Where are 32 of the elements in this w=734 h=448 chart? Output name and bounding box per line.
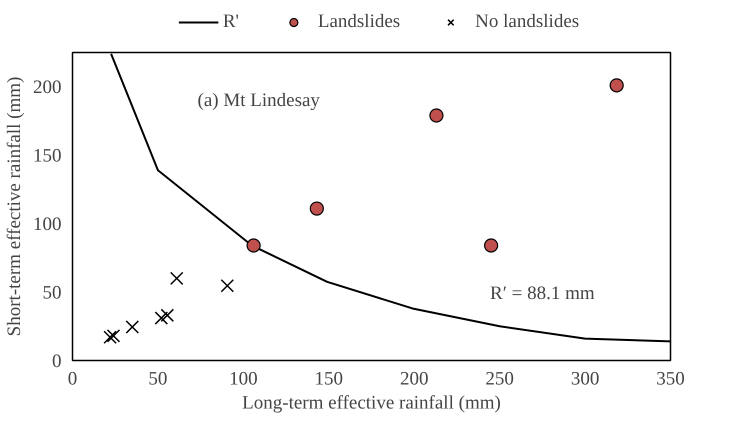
x-tick-label: 350	[656, 368, 685, 390]
x-tick-label: 0	[68, 368, 78, 390]
y-tick-label: 150	[33, 146, 62, 167]
y-tick-label: 0	[52, 351, 62, 372]
point	[126, 320, 140, 334]
point	[103, 330, 117, 344]
x-tick-label: 200	[400, 368, 428, 390]
y-axis-title: Short-term effective rainfall (mm)	[4, 76, 25, 336]
annotation: R′ = 88.1 mm	[490, 282, 595, 304]
legend-label: Landslides	[318, 11, 400, 33]
legend-label: No landslides	[475, 11, 580, 33]
point	[429, 108, 444, 123]
point	[246, 238, 261, 253]
point	[170, 272, 184, 286]
point	[610, 78, 624, 92]
y-tick-label: 100	[33, 214, 62, 236]
point	[220, 279, 234, 293]
x-tick-label: 50	[148, 368, 168, 390]
point	[106, 329, 120, 343]
x-tick-label: 300	[570, 368, 600, 390]
point	[484, 238, 498, 253]
x-axis-title: Long-term effective rainfall (mm)	[242, 392, 501, 414]
y-tick-label: 200	[33, 77, 62, 98]
point	[154, 311, 168, 325]
x-tick-label: 100	[229, 368, 258, 390]
point	[160, 308, 174, 322]
x-tick-label: 150	[314, 368, 344, 390]
point	[310, 201, 324, 216]
y-tick-label: 50	[42, 282, 62, 304]
legend-label: R'	[222, 11, 240, 33]
x-tick-label: 250	[485, 368, 514, 390]
annotation: (a) Mt Lindesay	[198, 90, 320, 111]
